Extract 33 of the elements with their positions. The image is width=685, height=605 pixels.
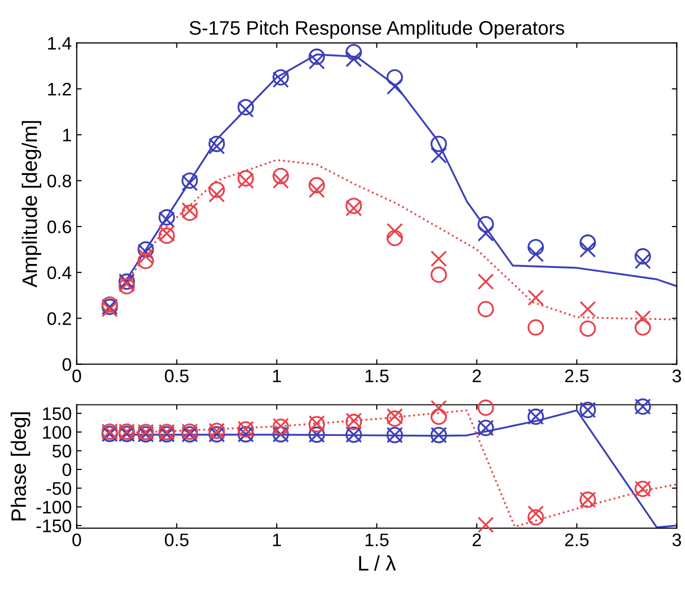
y-tick-label: 1.4	[48, 37, 72, 50]
y-axis-title: Amplitude [deg/m]	[22, 121, 42, 288]
y-axis-title: Phase [deg]	[10, 412, 30, 520]
y-tick-label: 0.4	[47, 266, 72, 280]
y-tick-label: -100	[36, 500, 72, 514]
x-tick-label: 2	[472, 534, 481, 546]
x-tick-label: 0	[72, 534, 82, 546]
x-tick-label: 1.5	[366, 534, 389, 546]
x-tick-label: 0	[72, 370, 82, 382]
y-tick-label: 0	[62, 358, 72, 371]
x-tick-label: 3	[672, 534, 682, 546]
y-tick-label: 0	[62, 463, 72, 476]
y-tick-label: 0.8	[47, 174, 72, 188]
x-tick-label: 2	[472, 370, 481, 382]
y-tick-label: 50	[52, 444, 72, 458]
x-tick-label: 2.5	[565, 370, 589, 382]
y-tick-label: 1	[63, 128, 71, 142]
x-tick-label: 1	[273, 370, 281, 382]
x-tick-label: 0.5	[164, 534, 189, 546]
x-tick-label: 0.5	[164, 370, 189, 382]
x-tick-label: 1.5	[366, 370, 389, 382]
y-tick-label: -150	[36, 519, 72, 532]
y-tick-label: 100	[43, 426, 72, 439]
y-tick-label: -50	[46, 482, 72, 495]
y-tick-label: 150	[43, 407, 72, 420]
x-tick-label: 1	[273, 534, 281, 546]
x-axis-title: L / λ	[359, 555, 396, 571]
x-tick-label: 3	[672, 370, 682, 382]
y-tick-label: 1.2	[48, 82, 71, 96]
y-tick-label: 0.6	[47, 220, 72, 234]
chart-title: S-175 Pitch Response Amplitude Operators	[190, 20, 564, 39]
x-tick-label: 2.5	[565, 534, 589, 546]
y-tick-label: 0.2	[47, 312, 71, 326]
